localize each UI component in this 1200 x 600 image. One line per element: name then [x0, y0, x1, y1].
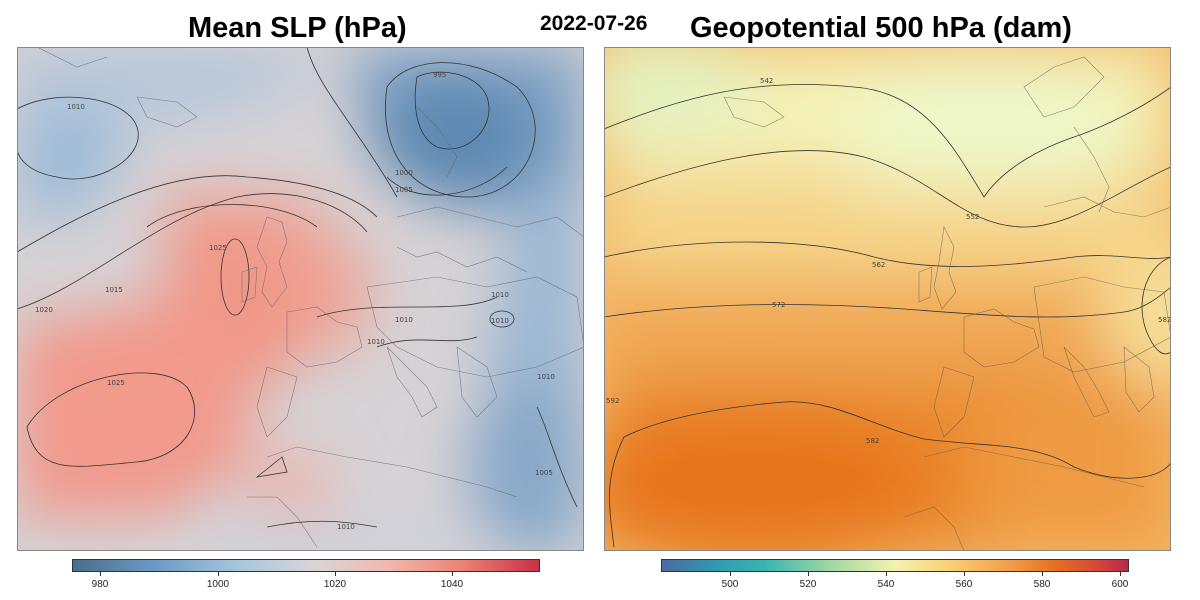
- slp-coastlines: [36, 47, 584, 548]
- contour-label: 542: [760, 77, 773, 85]
- geo-colorbar-tick: [808, 571, 809, 576]
- contour-label: 1010: [491, 317, 509, 325]
- contour-label: 1010: [395, 316, 413, 324]
- contour-label: 552: [966, 213, 979, 221]
- contour-label: 1025: [209, 244, 227, 252]
- slp-colorbar-label: 1020: [323, 579, 347, 590]
- contour-label: 1010: [367, 338, 385, 346]
- geo-field: [604, 47, 1171, 551]
- slp-colorbar-label: 1000: [206, 579, 230, 590]
- slp-isobars: [17, 47, 578, 528]
- contour-label: 582: [866, 437, 879, 445]
- contour-label: 562: [872, 261, 885, 269]
- geopotential-map: 542 552 562 572 582 592 582: [604, 47, 1171, 551]
- contour-label: 1020: [35, 306, 53, 314]
- geo-colorbar-tick: [1120, 571, 1121, 576]
- contour-label: 1000: [395, 169, 413, 177]
- geo-colorbar-label: 540: [877, 579, 895, 590]
- slp-frame: [17, 47, 584, 551]
- contour-label: 1010: [337, 523, 355, 531]
- slp-colorbar-tick: [335, 571, 336, 576]
- slp-contour-labels: 995 1000 1005 1010 1010 1010 1010 1010 1…: [35, 71, 555, 531]
- contour-label: 1010: [537, 373, 555, 381]
- geo-colorbar-label: 580: [1033, 579, 1051, 590]
- slp-colorbar-tick: [452, 571, 453, 576]
- geopotential-panel-title: Geopotential 500 hPa (dam): [690, 12, 1072, 44]
- slp-map: 995 1000 1005 1010 1010 1010 1010 1010 1…: [17, 47, 584, 551]
- geopotential-colorbar: [661, 559, 1129, 572]
- slp-colorbar-label: 980: [91, 579, 109, 590]
- slp-colorbar-label: 1040: [440, 579, 464, 590]
- geo-colorbar-tick: [964, 571, 965, 576]
- contour-label: 1015: [105, 286, 123, 294]
- slp-panel-title: Mean SLP (hPa): [188, 12, 407, 44]
- contour-label: 582: [1158, 316, 1171, 324]
- geo-colorbar-label: 600: [1111, 579, 1129, 590]
- contour-label: 1005: [535, 469, 553, 477]
- geo-contours: [604, 84, 1171, 548]
- date-label: 2022-07-26: [540, 12, 648, 35]
- geo-colorbar-tick: [886, 571, 887, 576]
- slp-colorbar: [72, 559, 540, 572]
- contour-label: 1025: [107, 379, 125, 387]
- geo-colorbar-tick: [1042, 571, 1043, 576]
- contour-label: 572: [772, 301, 785, 309]
- geo-contour-labels: 542 552 562 572 582 592 582: [606, 77, 1171, 445]
- slp-field: [17, 47, 584, 551]
- contour-label: 1005: [395, 186, 413, 194]
- geo-colorbar-label: 500: [721, 579, 739, 590]
- geo-coastlines: [723, 56, 1171, 551]
- contour-label: 995: [433, 71, 446, 79]
- slp-colorbar-tick: [218, 571, 219, 576]
- geo-colorbar-tick: [730, 571, 731, 576]
- geo-colorbar-label: 560: [955, 579, 973, 590]
- slp-colorbar-tick: [100, 571, 101, 576]
- contour-label: 592: [606, 397, 619, 405]
- contour-label: 1010: [67, 103, 85, 111]
- geo-colorbar-label: 520: [799, 579, 817, 590]
- contour-label: 1010: [491, 291, 509, 299]
- geo-frame: [604, 47, 1171, 551]
